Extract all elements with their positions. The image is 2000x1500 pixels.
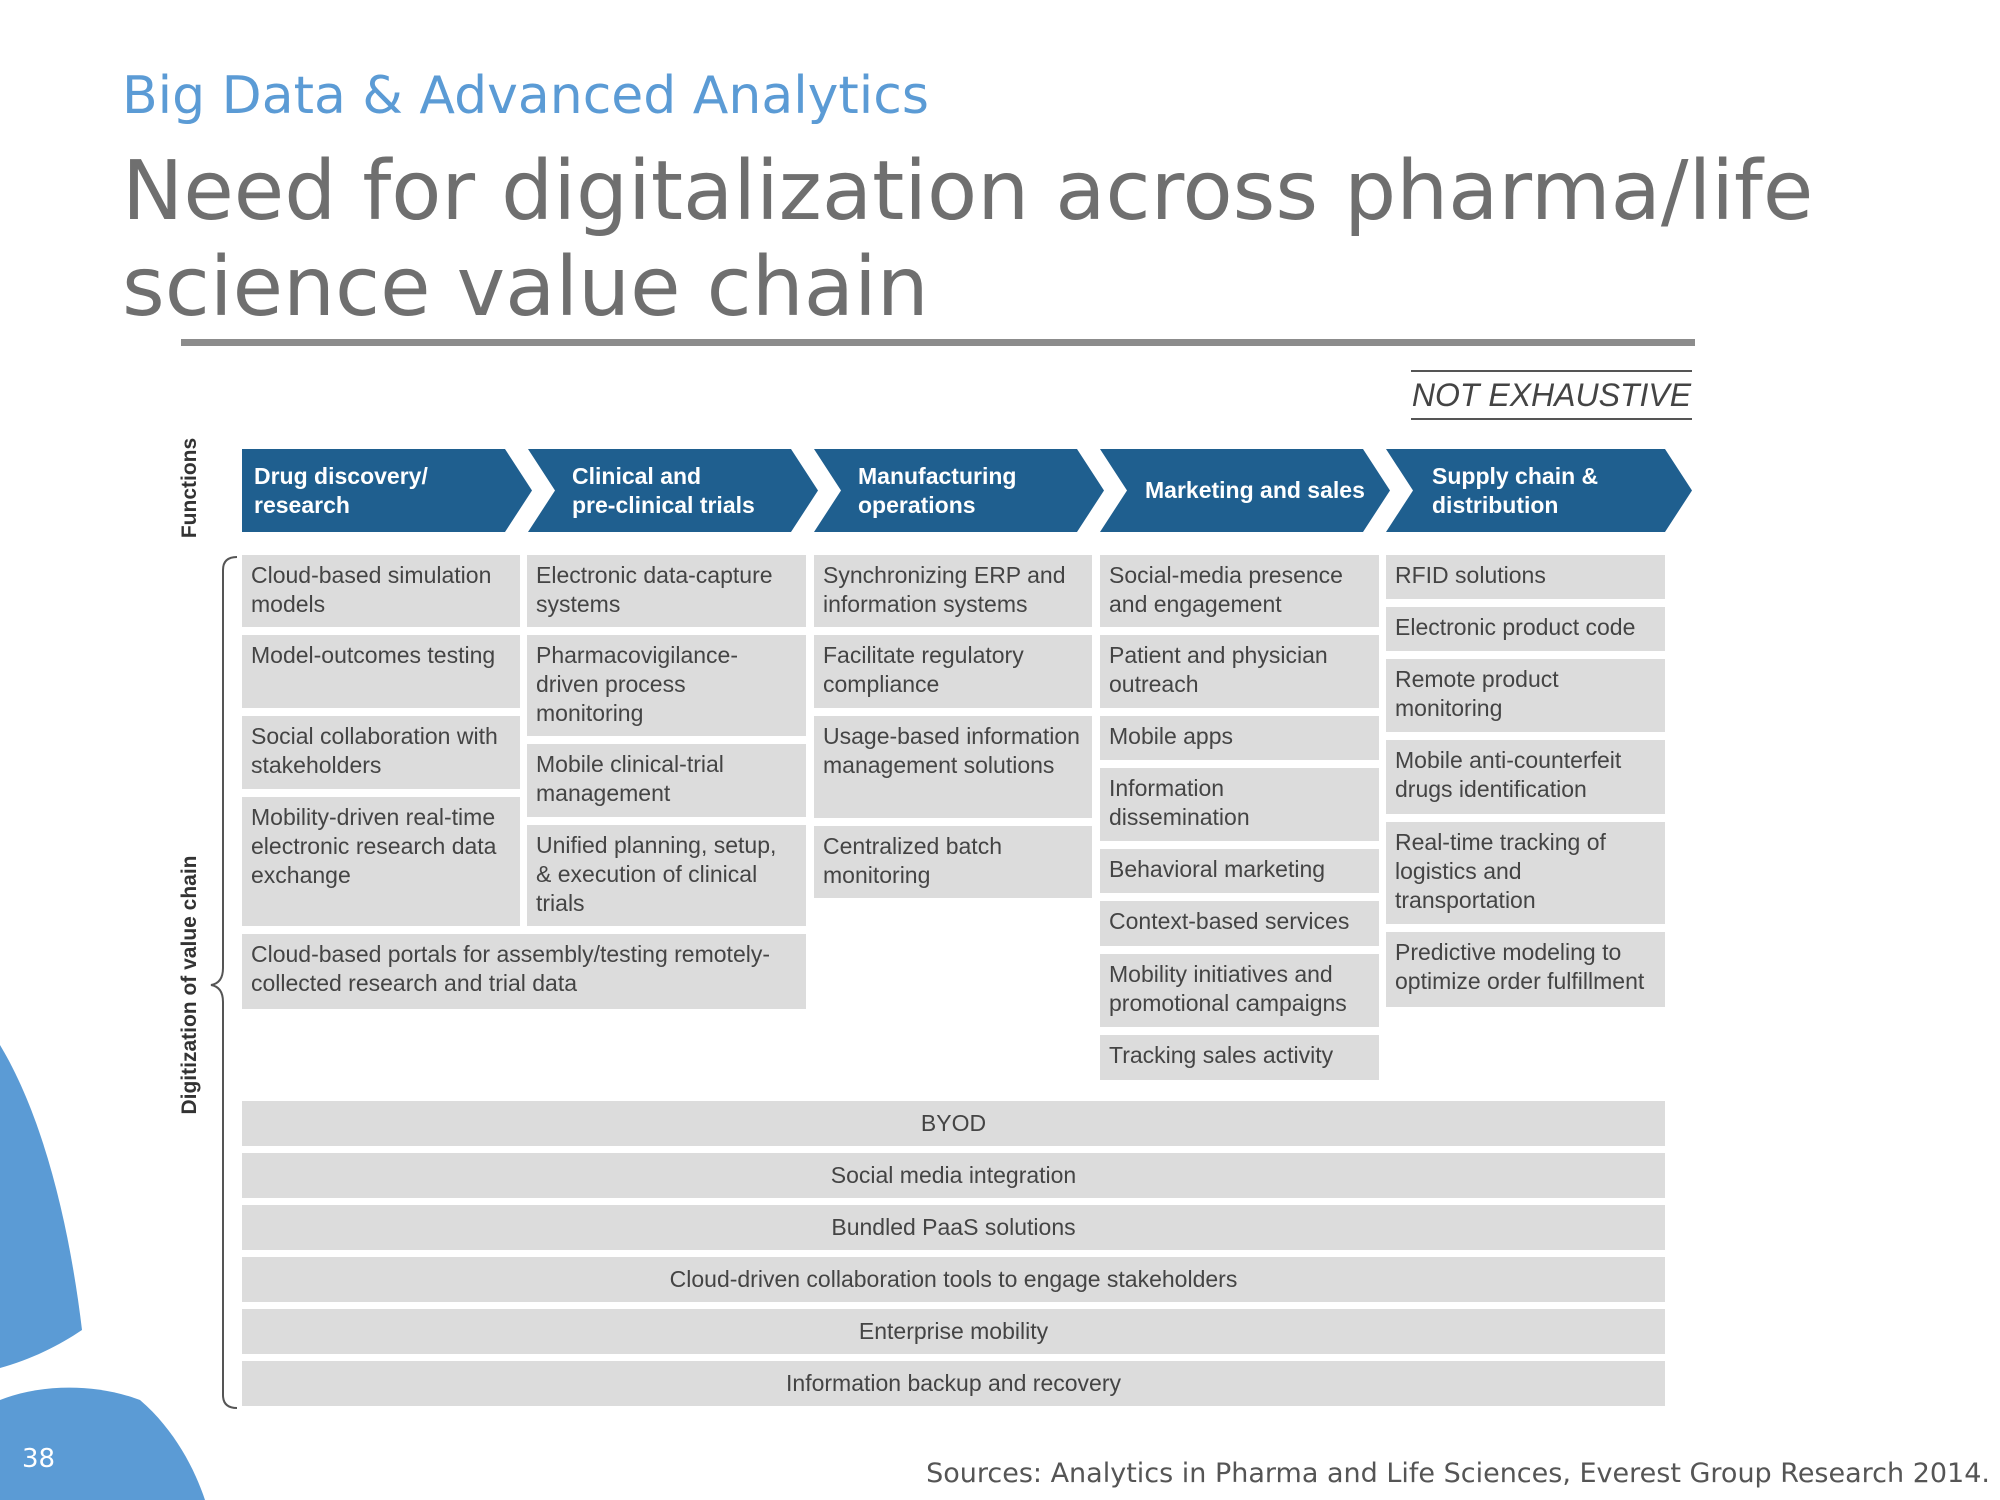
- manufacturing-item: Facilitate regulatory compliance: [814, 635, 1092, 708]
- manufacturing-item: Usage-based information management solut…: [814, 716, 1092, 818]
- cross-functional-band: Cloud-driven collaboration tools to enga…: [242, 1257, 1665, 1302]
- sources-footnote: Sources: Analytics in Pharma and Life Sc…: [926, 1458, 1990, 1489]
- function-clinical-trials: Clinical and pre-clinical trials: [528, 449, 818, 532]
- function-label: Drug discovery/ research: [254, 462, 428, 518]
- title-divider: [181, 339, 1695, 346]
- marketing-item: Behavioral marketing: [1100, 849, 1379, 893]
- manufacturing-item: Synchronizing ERP and information system…: [814, 555, 1092, 627]
- marketing-item: Information dissemination: [1100, 768, 1379, 841]
- page-title: Need for digitalization across pharma/li…: [122, 144, 1814, 335]
- clinical-item: Pharmacovigilance-driven process monitor…: [527, 635, 806, 736]
- function-label: Supply chain & distribution: [1432, 462, 1599, 518]
- page-number: 38: [22, 1444, 56, 1474]
- not-exhaustive-badge: NOT EXHAUSTIVE: [1411, 370, 1692, 420]
- function-drug-discovery: Drug discovery/ research: [242, 449, 532, 532]
- marketing-item: Mobile apps: [1100, 716, 1379, 760]
- clinical-item: Mobile clinical-trial management: [527, 744, 806, 817]
- supply-chain-item: Real-time tracking of logistics and tran…: [1386, 822, 1665, 924]
- clinical-item: Unified planning, setup, & execution of …: [527, 825, 806, 926]
- supply-chain-item: Remote product monitoring: [1386, 659, 1665, 732]
- marketing-item: Context-based services: [1100, 901, 1379, 946]
- marketing-item: Social-media presence and engagement: [1100, 555, 1379, 627]
- marketing-item: Tracking sales activity: [1100, 1035, 1379, 1080]
- clinical-item: Electronic data-capture systems: [527, 555, 806, 627]
- cross-functional-band: Enterprise mobility: [242, 1309, 1665, 1354]
- cross-functional-band: Social media integration: [242, 1153, 1665, 1198]
- marketing-item: Patient and physician outreach: [1100, 635, 1379, 708]
- manufacturing-item: Centralized batch monitoring: [814, 826, 1092, 898]
- supply-chain-item: Mobile anti-counterfeit drugs identifica…: [1386, 740, 1665, 814]
- supply-chain-item: RFID solutions: [1386, 555, 1665, 599]
- drug-discovery-item: Social collaboration with stakeholders: [242, 716, 520, 789]
- function-supply-chain: Supply chain & distribution: [1386, 449, 1692, 532]
- marketing-item: Mobility initiatives and promotional cam…: [1100, 954, 1379, 1027]
- drug-discovery-item: Cloud-based simulation models: [242, 555, 520, 627]
- function-label: Manufacturing operations: [858, 462, 1017, 518]
- cross-functional-band: Bundled PaaS solutions: [242, 1205, 1665, 1250]
- section-subtitle: Big Data & Advanced Analytics: [122, 66, 929, 126]
- cross-functional-band: Information backup and recovery: [242, 1361, 1665, 1406]
- supply-chain-item: Predictive modeling to optimize order fu…: [1386, 932, 1665, 1007]
- supply-chain-item: Electronic product code: [1386, 607, 1665, 651]
- function-label: Clinical and pre-clinical trials: [572, 462, 755, 518]
- drug-discovery-item: Mobility-driven real-time electronic res…: [242, 797, 520, 926]
- shared-research-clinical-item: Cloud-based portals for assembly/testing…: [242, 934, 806, 1009]
- function-label: Marketing and sales: [1145, 477, 1365, 503]
- drug-discovery-item: Model-outcomes testing: [242, 635, 520, 708]
- function-manufacturing: Manufacturing operations: [814, 449, 1104, 532]
- cross-functional-band: BYOD: [242, 1101, 1665, 1146]
- function-marketing-sales: Marketing and sales: [1100, 449, 1390, 532]
